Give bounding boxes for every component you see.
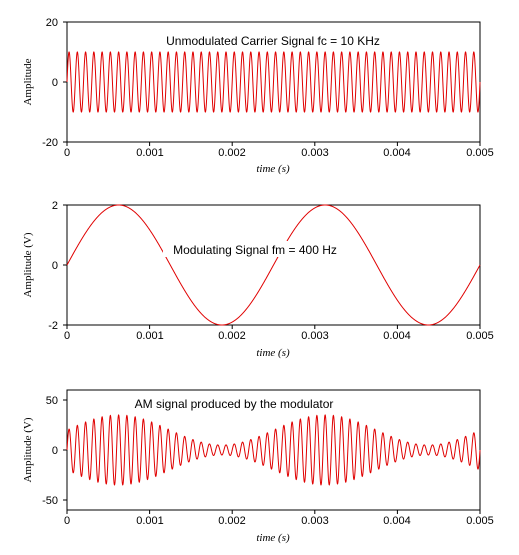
y-tick-label: 2 [52,200,58,212]
axis-ticks [63,21,481,146]
carrier-signal-line [66,51,481,113]
annotation-background [125,395,345,411]
x-tick-label: 0.001 [136,147,164,159]
x-tick-label: 0.005 [466,515,494,527]
y-tick-label: 0 [52,77,58,89]
y-axis-label: Amplitude [22,58,34,105]
x-tick-label: 0.001 [136,515,164,527]
x-tick-label: 0.004 [383,515,411,527]
panel-modulating: 2 0 -2 0 0.001 0.002 0.003 0.004 0.005 t… [22,200,494,359]
x-tick-label: 0.003 [301,515,329,527]
am-annotation: AM signal produced by the modulator [135,397,334,411]
annotation-background [163,241,345,257]
y-axis-label: Amplitude (V) [22,232,34,297]
y-tick-label: 20 [46,17,58,29]
modulating-annotation: Modulating Signal fm = 400 Hz [173,243,337,257]
x-tick-label: 0 [64,330,70,342]
panel-carrier: 20 0 -20 0 0.001 0.002 0.003 0.004 0.005… [22,17,494,175]
x-tick-label: 0.002 [218,515,246,527]
carrier-annotation: Unmodulated Carrier Signal fc = 10 KHz [166,34,380,48]
annotation-background [153,32,393,48]
x-tick-label: 0 [64,515,70,527]
x-tick-label: 0.004 [383,147,411,159]
x-tick-label: 0.005 [466,330,494,342]
x-tick-label: 0.004 [383,330,411,342]
x-tick-label: 0.003 [301,147,329,159]
y-tick-label: 0 [52,445,58,457]
y-tick-label: 50 [46,395,58,407]
x-tick-label: 0.002 [218,147,246,159]
y-tick-label: -2 [48,320,58,332]
axis-ticks [63,399,481,514]
y-tick-label: -20 [42,137,58,149]
x-tick-label: 0.003 [301,330,329,342]
modulating-signal-line [66,204,481,326]
x-axis-label: time (s) [256,163,290,175]
y-tick-label: -50 [42,495,58,507]
am-signal-line [66,414,481,486]
y-tick-label: 0 [52,260,58,272]
x-tick-label: 0.005 [466,147,494,159]
x-tick-label: 0.002 [218,330,246,342]
x-tick-label: 0.001 [136,330,164,342]
x-axis-label: time (s) [256,532,290,544]
y-axis-label: Amplitude (V) [22,417,34,482]
panel-am: 50 0 -50 0 0.001 0.002 0.003 0.004 0.005… [22,389,494,544]
x-tick-label: 0 [64,147,70,159]
x-axis-label: time (s) [256,347,290,359]
axis-ticks [63,204,481,329]
